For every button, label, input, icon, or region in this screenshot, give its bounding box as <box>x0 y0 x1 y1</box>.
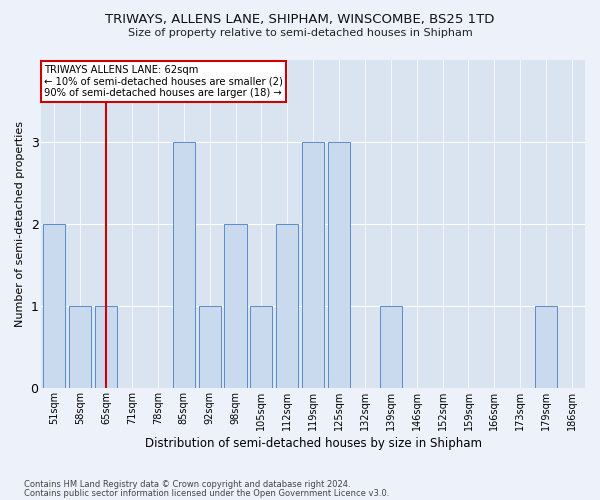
X-axis label: Distribution of semi-detached houses by size in Shipham: Distribution of semi-detached houses by … <box>145 437 482 450</box>
Bar <box>328 142 350 388</box>
Bar <box>380 306 402 388</box>
Y-axis label: Number of semi-detached properties: Number of semi-detached properties <box>15 121 25 327</box>
Bar <box>69 306 91 388</box>
Text: Size of property relative to semi-detached houses in Shipham: Size of property relative to semi-detach… <box>128 28 472 38</box>
Bar <box>173 142 195 388</box>
Text: Contains public sector information licensed under the Open Government Licence v3: Contains public sector information licen… <box>24 489 389 498</box>
Bar <box>224 224 247 388</box>
Text: TRIWAYS, ALLENS LANE, SHIPHAM, WINSCOMBE, BS25 1TD: TRIWAYS, ALLENS LANE, SHIPHAM, WINSCOMBE… <box>106 12 494 26</box>
Bar <box>276 224 298 388</box>
Bar <box>250 306 272 388</box>
Text: Contains HM Land Registry data © Crown copyright and database right 2024.: Contains HM Land Registry data © Crown c… <box>24 480 350 489</box>
Bar <box>199 306 221 388</box>
Bar <box>43 224 65 388</box>
Bar <box>95 306 117 388</box>
Text: TRIWAYS ALLENS LANE: 62sqm
← 10% of semi-detached houses are smaller (2)
90% of : TRIWAYS ALLENS LANE: 62sqm ← 10% of semi… <box>44 65 283 98</box>
Bar <box>535 306 557 388</box>
Bar <box>302 142 324 388</box>
